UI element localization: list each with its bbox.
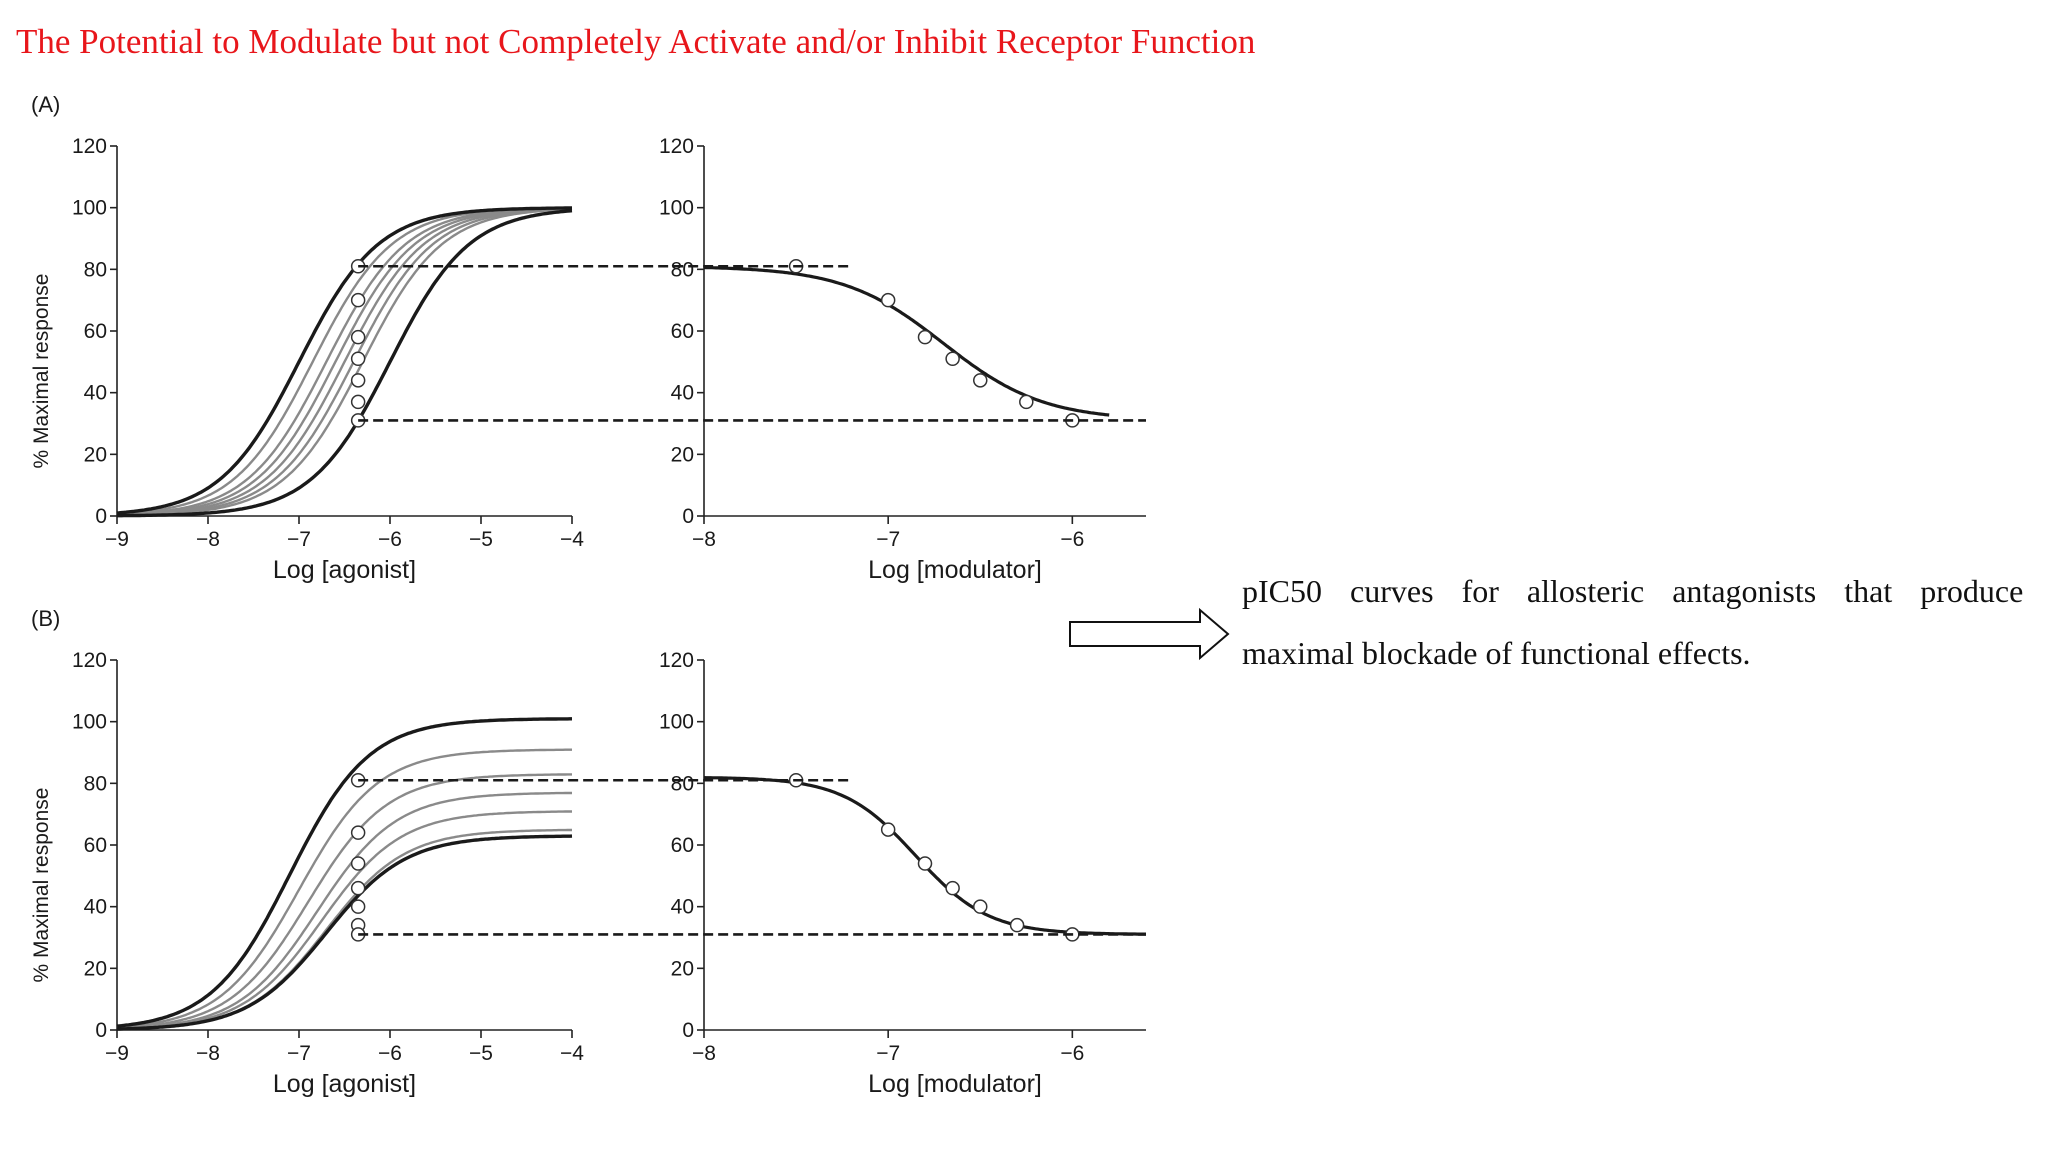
x-tick-label: −7 (876, 1042, 900, 1065)
y-tick-label: 20 (671, 443, 694, 466)
y-tick-label: 20 (84, 957, 107, 980)
y-tick-label: 60 (671, 834, 694, 857)
curve (117, 834, 573, 1031)
curve (116, 748, 572, 1029)
y-tick-label: 100 (72, 197, 107, 220)
x-tick-label: −6 (1060, 1042, 1084, 1065)
y-tick-label: 120 (659, 135, 694, 158)
x-tick-label: −4 (560, 528, 584, 551)
data-point (350, 292, 366, 308)
curve (116, 810, 572, 1030)
curve (703, 265, 1110, 417)
curve (116, 207, 573, 516)
y-tick-label: 40 (671, 896, 694, 919)
curve (116, 773, 572, 1030)
x-tick-label: −8 (196, 1042, 220, 1065)
reference-lines (358, 264, 1146, 936)
x-tick-label: −8 (692, 1042, 716, 1065)
data-point (1009, 917, 1025, 933)
y-tick-label: 40 (84, 896, 107, 919)
caption-line-1: pIC50 curves for allosteric antagonists … (1242, 573, 2048, 609)
data-point (350, 373, 366, 388)
right-arrow-outline-icon (1069, 607, 1230, 661)
x-tick-label: −9 (105, 1042, 129, 1065)
y-tick-label: 60 (84, 320, 107, 343)
y-tick-label: 0 (95, 505, 107, 528)
y-tick-label: 80 (671, 258, 694, 281)
y-tick-label: 20 (671, 957, 694, 980)
data-point (945, 351, 960, 366)
x-tick-label: −7 (287, 1042, 311, 1065)
y-tick-label: 0 (682, 505, 694, 528)
x-tick-label: −6 (378, 528, 402, 551)
data-point (350, 899, 366, 914)
data-point (973, 899, 988, 914)
x-axis-label: Log [modulator] (868, 556, 1042, 584)
x-tick-label: −8 (692, 528, 716, 551)
x-tick-label: −8 (196, 528, 220, 551)
curve (116, 717, 572, 1028)
data-point (350, 351, 366, 366)
data-point (880, 292, 896, 308)
curve (116, 208, 573, 517)
curve (703, 776, 1146, 936)
y-tick-label: 80 (84, 772, 107, 795)
y-tick-label: 0 (682, 1019, 694, 1042)
data-point (917, 856, 933, 871)
y-axis-label: % Maximal response (30, 788, 53, 983)
x-tick-label: −9 (105, 528, 129, 551)
data-point (945, 880, 960, 896)
curve (117, 207, 573, 517)
slide-title: The Potential to Modulate but not Comple… (16, 22, 1256, 61)
y-tick-label: 100 (659, 197, 694, 220)
y-tick-label: 80 (84, 258, 107, 281)
x-tick-label: −6 (1060, 528, 1084, 551)
x-tick-label: −5 (469, 528, 493, 551)
y-tick-label: 40 (84, 382, 107, 405)
curve (116, 828, 572, 1031)
figure: 0 20 40 60 80 100 120 −9 −8 −7 −6 −5 −4 Log [agonist]… (30, 92, 1230, 1098)
x-tick-label: −7 (287, 528, 311, 551)
panel-a-modulator-chart: 0 20 40 60 80 100 120 −8 −7 −6 Log [modulator] (659, 135, 1146, 584)
x-tick-label: −5 (469, 1042, 493, 1065)
y-tick-label: 120 (72, 135, 107, 158)
panel-label: (B) (31, 606, 60, 631)
data-point (917, 329, 933, 345)
x-axis-label: Log [modulator] (868, 1070, 1042, 1098)
data-point (350, 825, 366, 840)
data-point (350, 329, 366, 345)
curve (116, 206, 572, 515)
data-point (350, 880, 366, 896)
data-point (1019, 394, 1034, 410)
panel-a-agonist-chart: 0 20 40 60 80 100 120 −9 −8 −7 −6 −5 −4 Log [agonist]… (30, 92, 584, 584)
x-axis-label: Log [agonist] (273, 1070, 416, 1098)
caption-line-2: maximal blockade of functional effects. (1242, 635, 1751, 671)
y-tick-label: 20 (84, 443, 107, 466)
y-tick-label: 40 (671, 382, 694, 405)
panel-b-agonist-chart: 0 20 40 60 80 100 120 −9 −8 −7 −6 −5 −4 Log [agonist]… (30, 606, 584, 1098)
x-axis-label: Log [agonist] (273, 556, 416, 584)
y-tick-label: 100 (659, 711, 694, 734)
y-tick-label: 100 (72, 711, 107, 734)
curve (117, 209, 573, 518)
y-tick-label: 60 (84, 834, 107, 857)
y-tick-label: 120 (72, 649, 107, 672)
caption: pIC50 curves for allosteric antagonists … (1242, 560, 2048, 684)
y-tick-label: 80 (671, 772, 694, 795)
panel-b-modulator-chart: 0 20 40 60 80 100 120 −8 −7 −6 Log [modulator] (659, 649, 1146, 1098)
y-tick-label: 0 (95, 1019, 107, 1042)
data-point (880, 822, 896, 837)
panel-label: (A) (31, 92, 60, 117)
data-point (350, 856, 366, 871)
y-tick-label: 60 (671, 320, 694, 343)
x-tick-label: −7 (876, 528, 900, 551)
data-point (350, 394, 366, 410)
x-tick-label: −4 (560, 1042, 584, 1065)
y-tick-label: 120 (659, 649, 694, 672)
data-point (973, 373, 988, 388)
curve (116, 791, 572, 1030)
x-tick-label: −6 (378, 1042, 402, 1065)
y-axis-label: % Maximal response (30, 274, 53, 469)
